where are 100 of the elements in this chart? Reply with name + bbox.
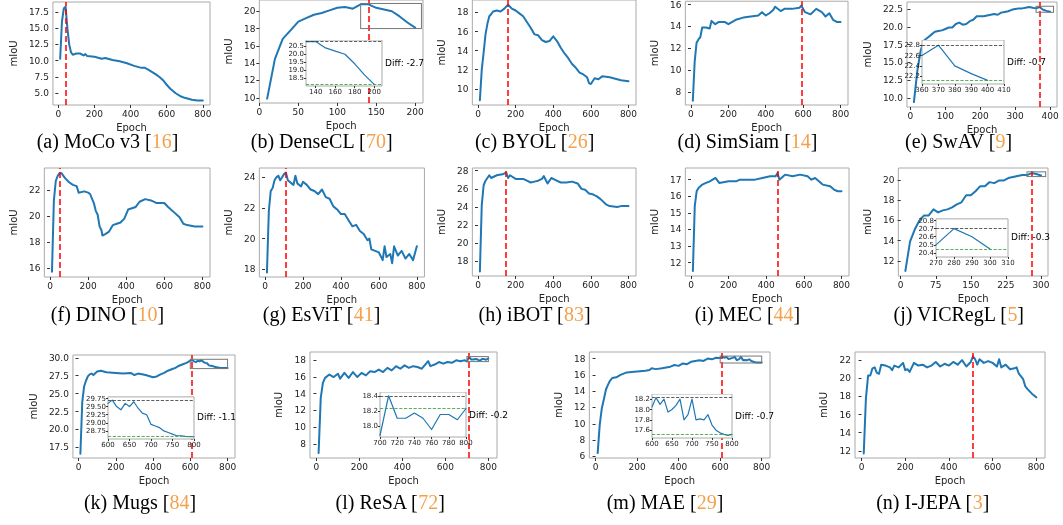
x-axis-title: Epoch xyxy=(111,294,143,306)
annotation: Diff: -0.2 xyxy=(469,409,509,420)
x-tick-label: 0 xyxy=(256,106,263,117)
line-series xyxy=(478,171,630,273)
y-tick-label: 13 xyxy=(669,241,682,252)
y-tick-label: 25.0 xyxy=(48,388,70,399)
y-tick-label: 20 xyxy=(839,373,852,384)
y-tick-label: 16 xyxy=(669,191,682,202)
x-tick-label: 0 xyxy=(55,108,62,119)
line-series xyxy=(691,4,842,102)
x-tick-label: 400 xyxy=(121,108,140,119)
line-series xyxy=(921,44,989,81)
x-tick-label: 800 xyxy=(218,461,237,472)
y-tick-label: 14 xyxy=(669,21,682,32)
text: (k) Mugs [84] xyxy=(83,491,197,514)
y-tick-label: 22.5 xyxy=(882,4,903,15)
x-tick-label: 800 xyxy=(193,280,212,291)
y-tick-label: 8 xyxy=(300,438,307,449)
x-tick-label: 600 xyxy=(582,108,600,119)
x-tick-label: 400 xyxy=(670,461,688,472)
y-axis-title: mIoU xyxy=(552,391,564,419)
y-tick-label: 18 xyxy=(456,256,469,267)
y-tick-label: 17.5 xyxy=(882,39,903,50)
y-axis-title: mIoU xyxy=(222,38,234,65)
x-tick-label: 200 xyxy=(720,279,738,290)
y-tick-label: 18 xyxy=(294,355,307,366)
y-tick-label: 18 xyxy=(243,23,256,34)
y-tick-label: 10 xyxy=(669,65,682,76)
y-tick-label: 24 xyxy=(243,172,256,183)
text: (h) iBOT [83] xyxy=(478,303,591,326)
line-series xyxy=(651,397,733,437)
text: (f) DINO [10] xyxy=(50,303,165,326)
y-axis-title: mIoU xyxy=(273,391,285,419)
y-tick-label: 14 xyxy=(669,224,682,235)
y-axis-title: mIoU xyxy=(648,208,660,236)
line-series xyxy=(691,171,843,273)
y-tick-label: 18 xyxy=(839,391,852,402)
x-tick-label: 0 xyxy=(897,279,904,290)
x-tick-label: 0 xyxy=(475,108,482,119)
y-tick-label: 15.0 xyxy=(882,57,904,68)
y-axis-title: mIoU xyxy=(861,41,873,68)
y-axis-title: mIoU xyxy=(648,40,660,67)
y-tick-label: 14 xyxy=(456,45,469,56)
y-tick-label: 14 xyxy=(839,427,852,438)
x-axis-title: Epoch xyxy=(538,122,570,134)
y-tick-label: 12 xyxy=(456,64,469,75)
y-axis-title: mIoU xyxy=(27,393,39,420)
x-tick-label: 100 xyxy=(328,106,347,117)
x-tick-label: 0 xyxy=(262,280,269,291)
text: (b) DenseCL [70] xyxy=(250,130,393,153)
line-series xyxy=(305,40,375,86)
x-tick-label: 100 xyxy=(936,110,955,121)
y-tick-label: 16 xyxy=(28,262,41,273)
y-tick-label: 22 xyxy=(28,185,41,196)
x-tick-label: 200 xyxy=(971,110,990,121)
y-tick-label: 12 xyxy=(573,402,586,413)
y-axis-title: mIoU xyxy=(818,391,830,419)
y-axis-title: mIoU xyxy=(222,209,234,236)
y-tick-label: 12 xyxy=(669,43,682,54)
y-tick-label: 12 xyxy=(669,257,682,268)
annotation: Diff: -2.7 xyxy=(385,58,425,68)
x-tick-label: 800 xyxy=(831,108,850,119)
y-tick-label: 16 xyxy=(573,369,586,380)
y-tick-label: 20 xyxy=(28,211,41,222)
x-axis-title: Epoch xyxy=(388,475,419,487)
y-tick-label: 18 xyxy=(28,236,41,247)
x-tick-label: 0 xyxy=(592,461,599,472)
x-tick-label: 400 xyxy=(144,461,162,472)
y-tick-label: 30.0 xyxy=(48,352,70,363)
y-tick-label: 28 xyxy=(456,165,469,176)
y-tick-label: 16 xyxy=(294,372,307,383)
y-tick-label: 20 xyxy=(243,233,256,244)
x-tick-label: 800 xyxy=(619,279,638,290)
x-tick-label: 0 xyxy=(475,279,482,290)
line-series xyxy=(50,172,204,273)
x-tick-label: 400 xyxy=(544,279,563,290)
line-series xyxy=(59,5,204,102)
x-axis-title: Epoch xyxy=(751,293,783,305)
y-tick-label: 22 xyxy=(243,202,256,213)
annotation: Diff: -0.3 xyxy=(1011,232,1051,242)
y-tick-label: 15.0 xyxy=(28,23,50,34)
line-series xyxy=(317,356,490,454)
x-tick-label: 600 xyxy=(795,279,813,290)
x-tick-label: 0 xyxy=(47,280,54,291)
x-tick-label: 225 xyxy=(997,279,1015,290)
x-tick-label: 400 xyxy=(757,279,776,290)
y-tick-label: 8 xyxy=(675,86,682,97)
x-tick-label: 200 xyxy=(85,108,104,119)
y-tick-label: 16 xyxy=(839,409,852,420)
x-axis-title: Epoch xyxy=(326,294,358,306)
y-tick-label: 22 xyxy=(839,355,851,366)
x-tick-label: 400 xyxy=(117,280,136,291)
text: (m) MAE [29] xyxy=(606,491,724,514)
x-tick-label: 600 xyxy=(370,280,388,291)
y-tick-label: 22 xyxy=(456,220,469,231)
x-tick-label: 150 xyxy=(962,279,980,290)
x-tick-label: 800 xyxy=(194,108,212,119)
y-tick-label: 16 xyxy=(669,0,682,10)
y-tick-label: 12 xyxy=(294,405,306,416)
y-tick-label: 18 xyxy=(882,195,895,206)
